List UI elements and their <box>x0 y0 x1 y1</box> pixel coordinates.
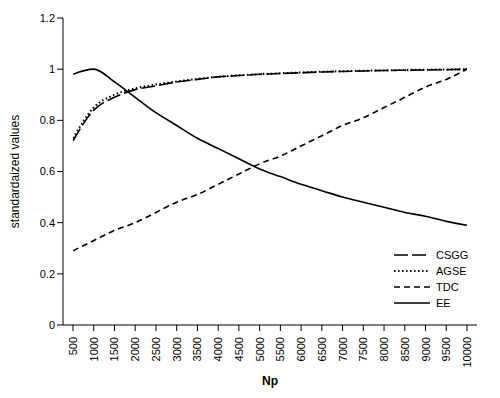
html-text:EE: EE <box>436 297 451 309</box>
svg-text:1: 1 <box>49 63 55 75</box>
svg-text:8000: 8000 <box>378 337 390 361</box>
svg-text:0.2: 0.2 <box>40 268 55 280</box>
svg-text:7000: 7000 <box>337 337 349 361</box>
html-text:AGSE: AGSE <box>436 265 467 277</box>
svg-text:2500: 2500 <box>150 337 162 361</box>
svg-text:6500: 6500 <box>316 337 328 361</box>
svg-text:3000: 3000 <box>171 337 183 361</box>
html-text:TDC: TDC <box>436 281 459 293</box>
svg-text:5500: 5500 <box>274 337 286 361</box>
svg-text:standardaized values: standardaized values <box>8 115 22 228</box>
svg-text:1.2: 1.2 <box>40 12 55 24</box>
svg-text:0.8: 0.8 <box>40 114 55 126</box>
html-text:CSGG: CSGG <box>436 249 469 261</box>
svg-text:3500: 3500 <box>191 337 203 361</box>
svg-text:5000: 5000 <box>254 337 266 361</box>
svg-text:9500: 9500 <box>440 337 452 361</box>
svg-text:Np: Np <box>262 374 278 388</box>
svg-text:10000: 10000 <box>461 337 473 368</box>
svg-text:4500: 4500 <box>233 337 245 361</box>
svg-text:0.4: 0.4 <box>40 217 55 229</box>
svg-text:6000: 6000 <box>295 337 307 361</box>
svg-text:1000: 1000 <box>88 337 100 361</box>
svg-text:4000: 4000 <box>212 337 224 361</box>
svg-text:7500: 7500 <box>357 337 369 361</box>
svg-text:1500: 1500 <box>108 337 120 361</box>
svg-text:0.6: 0.6 <box>40 165 55 177</box>
svg-text:500: 500 <box>67 337 79 355</box>
svg-text:9000: 9000 <box>420 337 432 361</box>
svg-text:8500: 8500 <box>399 337 411 361</box>
svg-text:0: 0 <box>49 319 55 331</box>
svg-text:2000: 2000 <box>129 337 141 361</box>
